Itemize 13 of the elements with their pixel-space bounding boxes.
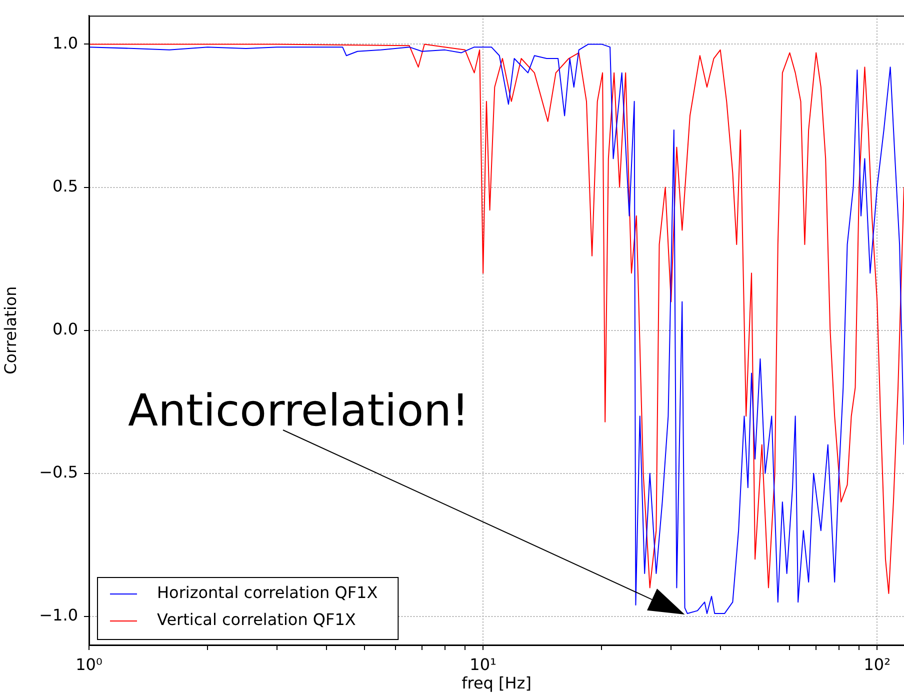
y-tick-label: 1.0 bbox=[52, 33, 78, 52]
y-tick-label: −0.5 bbox=[39, 462, 78, 482]
y-tick-label: −1.0 bbox=[39, 606, 78, 625]
x-tick-label: 10⁰ bbox=[76, 654, 102, 674]
y-tick-label: 0.0 bbox=[52, 319, 78, 338]
x-tick-label: 10² bbox=[864, 654, 891, 674]
y-axis-title: Correlation bbox=[0, 286, 20, 374]
x-tick-label: 10¹ bbox=[470, 654, 496, 674]
x-axis-title: freq [Hz] bbox=[462, 674, 532, 693]
y-tick-label: 0.5 bbox=[52, 176, 78, 196]
legend-label: Horizontal correlation QF1X bbox=[157, 583, 378, 602]
annotation: Anticorrelation! bbox=[128, 386, 470, 437]
legend-label: Vertical correlation QF1X bbox=[157, 610, 356, 630]
